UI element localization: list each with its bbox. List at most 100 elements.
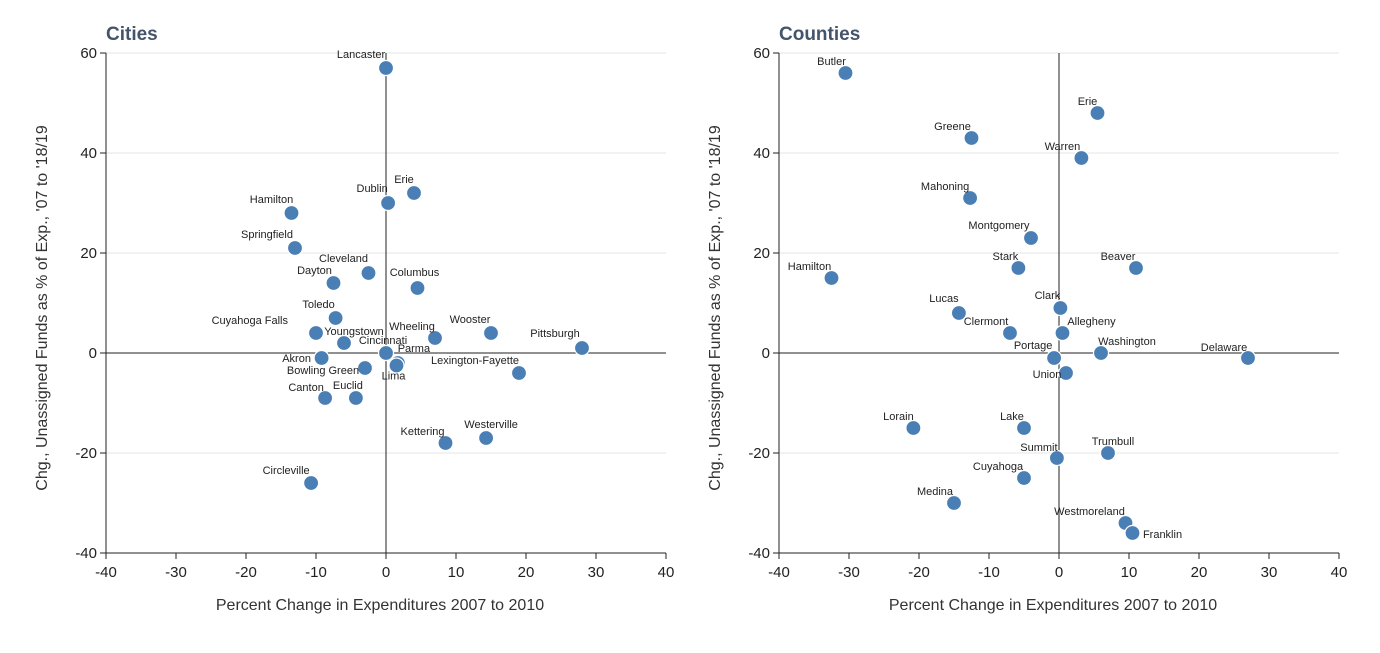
y-tick-label: 20 — [753, 245, 770, 262]
point-label-kettering: Kettering — [400, 426, 444, 438]
point-label-circleville: Circleville — [263, 465, 310, 477]
point-label-hamilton: Hamilton — [788, 261, 831, 273]
x-tick-label: 0 — [1055, 564, 1063, 581]
point-label-warren: Warren — [1045, 141, 1081, 153]
point-label-columbus: Columbus — [390, 267, 440, 279]
point-label-cuyahoga: Cuyahoga — [973, 461, 1024, 473]
point-label-youngstown: Youngstown — [324, 326, 384, 338]
x-tick-label: 40 — [1331, 564, 1348, 581]
x-tick-label: 10 — [448, 564, 465, 581]
point-label-wheeling: Wheeling — [389, 321, 435, 333]
data-point-summit — [1048, 449, 1066, 467]
data-point-lancaster — [377, 59, 395, 77]
data-point-lucas — [950, 304, 968, 322]
x-tick-label: -20 — [235, 564, 257, 581]
data-point-clermont — [1001, 324, 1019, 342]
data-point-bowling-green — [356, 359, 374, 377]
point-label-greene: Greene — [934, 121, 971, 133]
data-point-montgomery — [1022, 229, 1040, 247]
data-point-beaver — [1127, 259, 1145, 277]
point-label-wooster: Wooster — [450, 314, 491, 326]
point-label-cuyahoga-falls: Cuyahoga Falls — [212, 315, 289, 327]
point-label-euclid: Euclid — [333, 380, 363, 392]
y-tick-label: 0 — [762, 345, 770, 362]
chart-title: Cities — [106, 24, 158, 45]
data-point-wheeling — [426, 329, 444, 347]
data-point-toledo — [327, 309, 344, 327]
data-point-portage — [1045, 349, 1063, 367]
data-point-cincinnati — [377, 344, 395, 362]
point-label-franklin: Franklin — [1143, 529, 1182, 541]
x-tick-label: -40 — [768, 564, 790, 581]
point-label-montgomery: Montgomery — [968, 220, 1030, 232]
panel-counties: Counties -40 -30 -20 -10 0 10 20 30 40 -40 -20 0 20 40… — [707, 24, 1347, 614]
data-point-lima — [388, 357, 405, 374]
x-tick-label: -30 — [838, 564, 860, 581]
point-label-erie: Erie — [394, 174, 414, 186]
y-tick-label: 40 — [753, 145, 770, 162]
data-point-lake — [1015, 419, 1033, 437]
y-tick-label: 40 — [80, 145, 97, 162]
data-point-kettering — [437, 434, 454, 452]
data-point-dayton — [325, 274, 342, 292]
point-label-trumbull: Trumbull — [1092, 436, 1134, 448]
data-point-franklin — [1124, 524, 1141, 542]
point-label-lucas: Lucas — [929, 293, 959, 305]
data-point-wooster — [482, 324, 500, 342]
y-tick-label: -20 — [75, 445, 97, 462]
x-tick-label: 20 — [1191, 564, 1208, 581]
data-point-erie — [1089, 104, 1106, 122]
x-axis-label: Percent Change in Expenditures 2007 to 2… — [889, 597, 1217, 614]
point-label-westmoreland: Westmoreland — [1054, 506, 1125, 518]
x-tick-label: 40 — [658, 564, 675, 581]
data-point-mahoning — [961, 189, 979, 207]
point-label-erie: Erie — [1078, 96, 1098, 108]
y-tick-label: 20 — [80, 245, 97, 262]
x-tick-label: 30 — [588, 564, 605, 581]
y-axis-label: Chg., Unassigned Funds as % of Exp., '07… — [34, 125, 51, 491]
point-label-cincinnati: Cincinnati — [359, 335, 407, 347]
x-axis-label: Percent Change in Expenditures 2007 to 2… — [216, 597, 544, 614]
point-label-dayton: Dayton — [297, 265, 332, 277]
point-label-springfield: Springfield — [241, 229, 293, 241]
x-tick-label: 30 — [1261, 564, 1278, 581]
point-label-allegheny: Allegheny — [1067, 316, 1116, 328]
data-point-westerville — [478, 429, 495, 447]
x-tick-label: 0 — [382, 564, 390, 581]
point-label-union: Union — [1033, 369, 1062, 381]
y-tick-label: 0 — [89, 345, 97, 362]
data-point-youngstown — [335, 334, 353, 352]
chart-title: Counties — [779, 24, 860, 45]
data-point-euclid — [347, 389, 364, 407]
data-point-allegheny — [1054, 324, 1071, 342]
point-label-hamilton: Hamilton — [250, 194, 293, 206]
point-label-delaware: Delaware — [1201, 342, 1247, 354]
point-label-toledo: Toledo — [302, 299, 334, 311]
data-point-washington — [1092, 344, 1110, 362]
data-point-union — [1057, 364, 1075, 382]
data-point-greene — [963, 129, 980, 147]
y-tick-label: 60 — [753, 45, 770, 62]
y-tick-label: -40 — [75, 545, 97, 562]
data-point-cuyahoga — [1015, 469, 1033, 487]
point-label-westerville: Westerville — [464, 419, 518, 431]
data-point-canton — [317, 389, 334, 407]
data-point-dublin — [380, 194, 397, 212]
point-label-beaver: Beaver — [1101, 251, 1136, 263]
point-label-mahoning: Mahoning — [921, 181, 969, 193]
data-point-lorain — [905, 419, 922, 437]
point-label-parma: Parma — [398, 343, 431, 355]
data-point-medina — [945, 494, 963, 512]
point-label-lima: Lima — [382, 371, 407, 383]
point-label-washington: Washington — [1098, 336, 1156, 348]
panel-cities: Cities -40 -30 -20 -10 0 10 20 30 40 -40 -20 0 20 40 60… — [34, 24, 674, 614]
point-label-akron: Akron — [282, 353, 311, 365]
x-tick-label: 10 — [1121, 564, 1138, 581]
data-point-delaware — [1239, 349, 1257, 367]
point-label-stark: Stark — [993, 251, 1019, 263]
data-point-lexington-fayette — [510, 364, 528, 382]
point-label-dublin: Dublin — [357, 183, 388, 195]
data-point-pittsburgh — [573, 339, 591, 357]
data-point-cleveland — [360, 264, 377, 282]
data-point-erie — [405, 184, 423, 202]
